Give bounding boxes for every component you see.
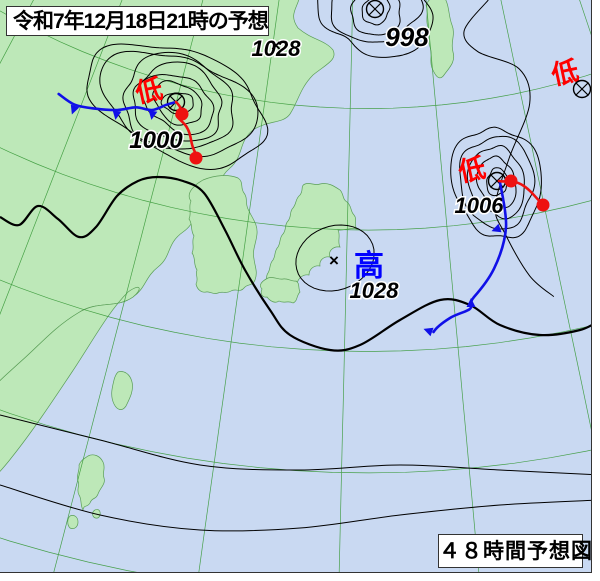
svg-text:998: 998 xyxy=(385,22,429,52)
svg-text:×: × xyxy=(329,251,339,270)
svg-text:1000: 1000 xyxy=(129,127,183,154)
svg-text:1006: 1006 xyxy=(455,193,505,218)
svg-text:×: × xyxy=(271,36,281,55)
svg-text:高: 高 xyxy=(354,250,384,283)
